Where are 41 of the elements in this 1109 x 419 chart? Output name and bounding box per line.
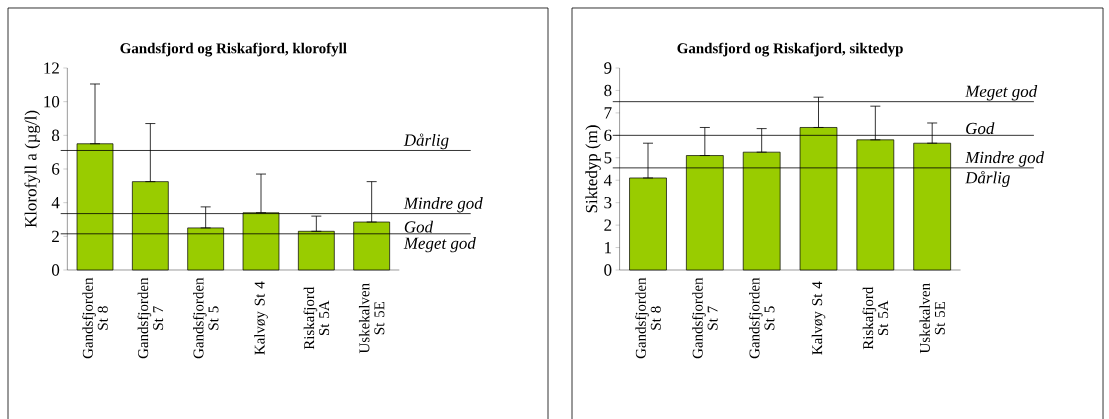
y-tick-label: 7 xyxy=(604,107,612,119)
ref-line-label: God xyxy=(404,220,434,233)
y-tick-label: 4 xyxy=(603,174,612,186)
y-tick-label: 0 xyxy=(51,264,60,276)
y-tick-label: 5 xyxy=(604,152,612,164)
y-tick-label: 2 xyxy=(604,219,612,231)
ref-line-label: Mindre god xyxy=(964,151,1045,167)
x-tick-label: Uskekalven St 5E xyxy=(919,283,945,354)
ref-line-label: Meget god xyxy=(964,85,1038,101)
x-tick-label: Kalvøy St 4 xyxy=(811,281,826,355)
y-tick-label: 8 xyxy=(51,129,60,142)
chart-title: Gandsfjord og Riskafjord, siktedyp xyxy=(677,42,903,57)
y-tick-label: 9 xyxy=(604,62,612,74)
x-tick-label: Gandsfjorden St 7 xyxy=(692,277,718,359)
ref-line-label: Dårlig xyxy=(403,133,449,150)
y-tick-label: 2 xyxy=(52,230,59,242)
x-tick-label: Uskekalven St 5E xyxy=(358,283,385,354)
y-tick-label: 0 xyxy=(604,264,612,276)
x-tick-label: Riskafjord St 5A xyxy=(303,286,330,350)
y-tick-label: 12 xyxy=(44,62,59,74)
chart-title: Gandsfjord og Riskafjord, klorofyll xyxy=(120,42,347,57)
x-tick-label: Gandsfjorden St 8 xyxy=(635,277,661,359)
y-tick-label: 1 xyxy=(605,241,612,254)
x-tick-label: Gandsfjorden St 8 xyxy=(82,277,108,359)
y-tick-label: 8 xyxy=(604,84,612,97)
x-tick-label: Kalvøy St 4 xyxy=(254,281,268,355)
ref-line-label: God xyxy=(966,122,995,135)
x-tick-label: Gandsfjorden St 5 xyxy=(748,277,775,359)
x-tick-label: Gandsfjorden St 5 xyxy=(192,277,219,359)
y-tick-label: 6 xyxy=(604,129,612,142)
y-tick-label: 6 xyxy=(52,163,60,175)
y-tick-label: 3 xyxy=(604,196,612,209)
x-tick-label: Riskafjord St 5A xyxy=(862,286,889,350)
y-axis-title: Siktedyp (m) xyxy=(585,125,601,213)
text: Meget god xyxy=(403,237,476,253)
y-tick-label: 10 xyxy=(44,95,60,108)
y-tick-label: 4 xyxy=(51,197,60,209)
text: Dårlig xyxy=(965,171,1010,187)
y-axis-title: Klorofyll a (µg/l) xyxy=(24,110,41,228)
ref-line-label: Mindre god xyxy=(403,197,483,213)
x-tick-label: Gandsfjorden St 7 xyxy=(137,277,164,359)
